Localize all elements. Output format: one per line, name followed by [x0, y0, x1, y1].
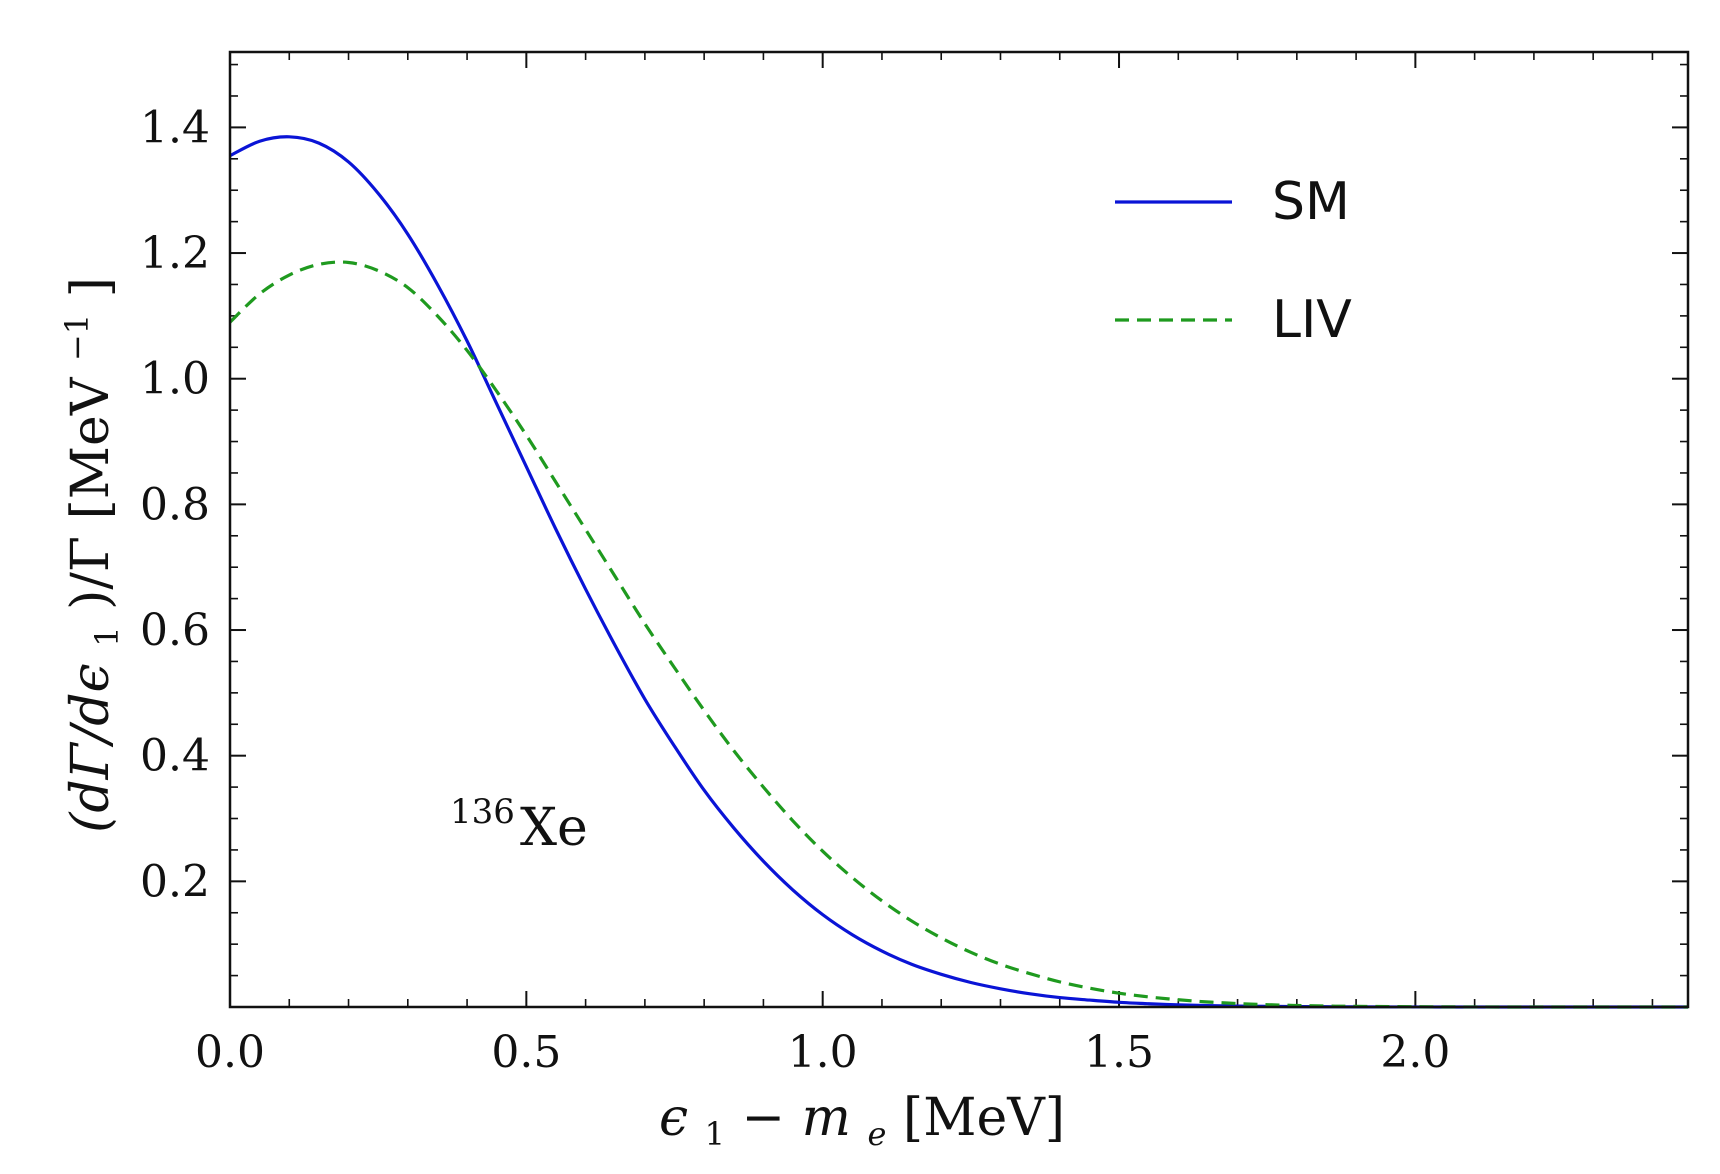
y-axis-title: (dΓ/dϵ 1 )/Γ [MeV −1 ]: [41, 277, 131, 833]
x-axis-title-epsilon: ϵ: [659, 1088, 688, 1148]
x-tick-label-2: 1.0: [788, 1027, 858, 1078]
legend-label-sm: SM: [1272, 172, 1350, 232]
y-tick-label-0: 0.2: [140, 856, 210, 907]
plot-frame: [228, 50, 1690, 1009]
ticks: 0.0 0.5 1.0 1.5 2.0 0.2 0.4 0.6 0.8 1.0 1.2 1.4: [140, 52, 1688, 1078]
x-tick-label-1: 0.5: [491, 1027, 561, 1078]
y-tick-label-6: 1.4: [140, 102, 210, 153]
x-axis-title-m: m: [802, 1088, 851, 1148]
x-tick-label-0: 0.0: [195, 1027, 265, 1078]
legend-label-liv: LIV: [1272, 290, 1352, 350]
isotope-symbol: Xe: [520, 798, 588, 858]
y-axis-title-part2: )/Γ [MeV: [61, 376, 121, 610]
y-tick-label-1: 0.4: [140, 731, 210, 782]
x-axis-title-sub1: 1: [705, 1115, 725, 1153]
isotope-mass-number: 136: [450, 792, 515, 832]
x-tick-label-4: 2.0: [1380, 1027, 1450, 1078]
isotope-annotation: 136 Xe: [450, 792, 588, 858]
y-axis-title-sup: −1: [58, 314, 96, 361]
x-axis-title-unit: [MeV]: [903, 1088, 1065, 1148]
y-tick-label-2: 0.6: [140, 605, 210, 656]
y-axis-title-sub: 1: [88, 626, 126, 646]
series-line-liv: [228, 260, 1688, 1009]
x-axis-title-minus: −: [741, 1088, 785, 1148]
y-tick-label-3: 0.8: [140, 479, 210, 530]
y-tick-label-5: 1.2: [140, 228, 210, 279]
x-axis-title-sub2: e: [867, 1115, 886, 1153]
y-tick-label-4: 1.0: [140, 354, 210, 405]
legend: SM LIV: [1115, 172, 1352, 350]
x-tick-label-3: 1.5: [1084, 1027, 1154, 1078]
y-axis-title-part1: (dΓ/dϵ: [61, 663, 121, 833]
y-axis-title-part3: ]: [61, 277, 121, 297]
x-axis-title: ϵ 1 − m e [MeV]: [659, 1088, 1065, 1158]
